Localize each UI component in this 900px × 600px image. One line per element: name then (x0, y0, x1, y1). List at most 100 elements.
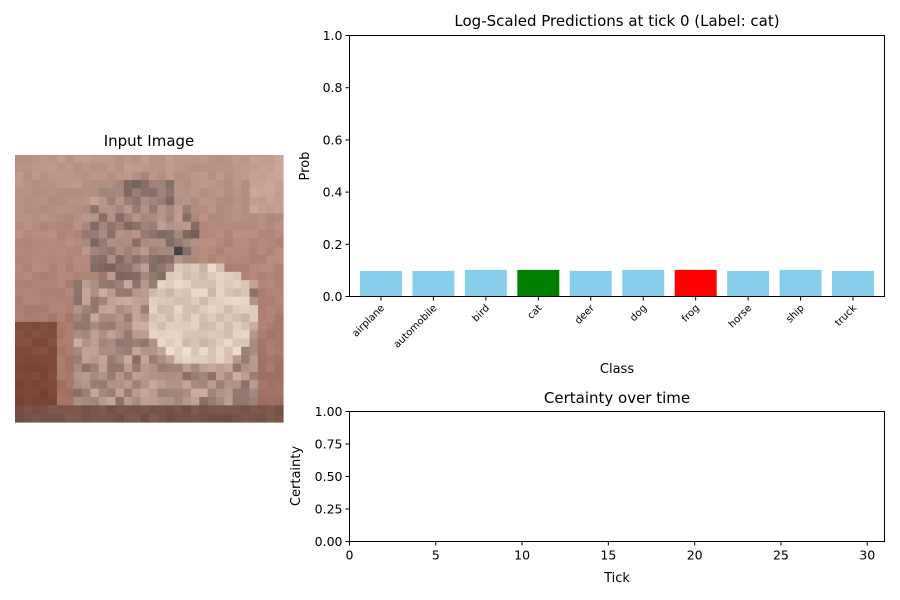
image-pixel (132, 305, 142, 315)
certainty-y-tick-label: 1.00 (315, 404, 343, 419)
image-pixel (182, 255, 192, 265)
image-pixel (165, 205, 175, 214)
image-pixel (157, 188, 167, 198)
image-pixel (115, 255, 125, 265)
image-pixel (82, 321, 91, 331)
image-pixel (23, 188, 33, 198)
image-pixel (207, 238, 217, 248)
image-pixel (157, 313, 167, 323)
image-pixel (23, 355, 33, 365)
image-pixel (216, 155, 225, 164)
image-pixel (107, 388, 117, 398)
certainty-x-tick-label: 30 (859, 548, 875, 563)
image-pixel (199, 196, 209, 206)
image-pixel (31, 371, 41, 381)
image-pixel (165, 180, 175, 189)
image-pixel (216, 305, 225, 315)
image-pixel (82, 313, 91, 323)
image-pixel (257, 338, 267, 348)
y-tick-label: 1.0 (323, 28, 343, 43)
image-pixel (190, 288, 200, 298)
image-pixel (82, 363, 91, 373)
image-pixel (157, 163, 167, 173)
image-pixel (31, 230, 41, 240)
image-pixel (257, 263, 267, 273)
image-pixel (15, 396, 24, 406)
certainty-x-tick-label: 0 (346, 548, 354, 563)
certainty-y-label: Certainty (289, 446, 304, 506)
image-pixel (224, 321, 234, 331)
image-pixel (90, 163, 100, 173)
image-pixel (232, 330, 242, 340)
image-pixel (31, 288, 41, 298)
image-pixel (174, 255, 184, 265)
image-pixel (56, 363, 66, 373)
image-pixel (115, 213, 125, 223)
image-pixel (216, 255, 225, 265)
image-pixel (23, 313, 33, 323)
image-pixel (199, 371, 209, 381)
image-pixel (40, 330, 50, 340)
image-pixel (232, 163, 242, 173)
x-tick-label-bird: bird (471, 303, 493, 325)
image-pixel (190, 388, 200, 398)
image-pixel (90, 321, 100, 331)
image-pixel (90, 155, 100, 164)
image-pixel (73, 188, 83, 198)
image-pixel (115, 205, 125, 214)
image-pixel (249, 330, 259, 340)
image-pixel (23, 413, 33, 423)
image-pixel (207, 213, 217, 223)
image-pixel (90, 188, 100, 198)
image-pixel (40, 413, 50, 423)
image-pixel (115, 396, 125, 406)
image-pixel (56, 180, 66, 189)
image-pixel (132, 255, 142, 265)
image-pixel (140, 396, 150, 406)
image-pixel (23, 196, 33, 206)
image-pixel (224, 363, 234, 373)
image-pixel (190, 313, 200, 323)
image-pixel (241, 155, 251, 164)
image-pixel (15, 180, 24, 189)
image-pixel (140, 263, 150, 273)
image-pixel (23, 288, 33, 298)
image-pixel (157, 330, 167, 340)
image-pixel (216, 263, 225, 273)
image-pixel (174, 338, 184, 348)
image-pixel (190, 180, 200, 189)
image-pixel (174, 305, 184, 315)
image-pixel (31, 396, 41, 406)
image-pixel (23, 238, 33, 248)
image-pixel (149, 230, 158, 240)
image-pixel (241, 196, 251, 206)
image-pixel (48, 288, 58, 298)
image-pixel (190, 346, 200, 356)
image-pixel (266, 288, 276, 298)
image-pixel (90, 221, 100, 231)
image-pixel (157, 263, 167, 273)
image-pixel (207, 221, 217, 231)
image-pixel (174, 238, 184, 248)
image-pixel (257, 205, 267, 214)
image-pixel (232, 305, 242, 315)
image-pixel (149, 205, 158, 214)
image-pixel (182, 288, 192, 298)
input-image-title: Input Image (104, 132, 195, 150)
image-pixel (82, 413, 91, 423)
image-pixel (149, 388, 158, 398)
image-pixel (199, 213, 209, 223)
image-pixel (90, 355, 100, 365)
image-pixel (107, 171, 117, 181)
image-pixel (266, 388, 276, 398)
image-pixel (98, 330, 108, 340)
image-pixel (56, 396, 66, 406)
image-pixel (115, 380, 125, 390)
image-pixel (73, 321, 83, 331)
image-pixel (56, 280, 66, 290)
image-pixel (199, 205, 209, 214)
image-pixel (266, 271, 276, 281)
image-pixel (207, 196, 217, 206)
image-pixel (257, 271, 267, 281)
image-pixel (224, 371, 234, 381)
